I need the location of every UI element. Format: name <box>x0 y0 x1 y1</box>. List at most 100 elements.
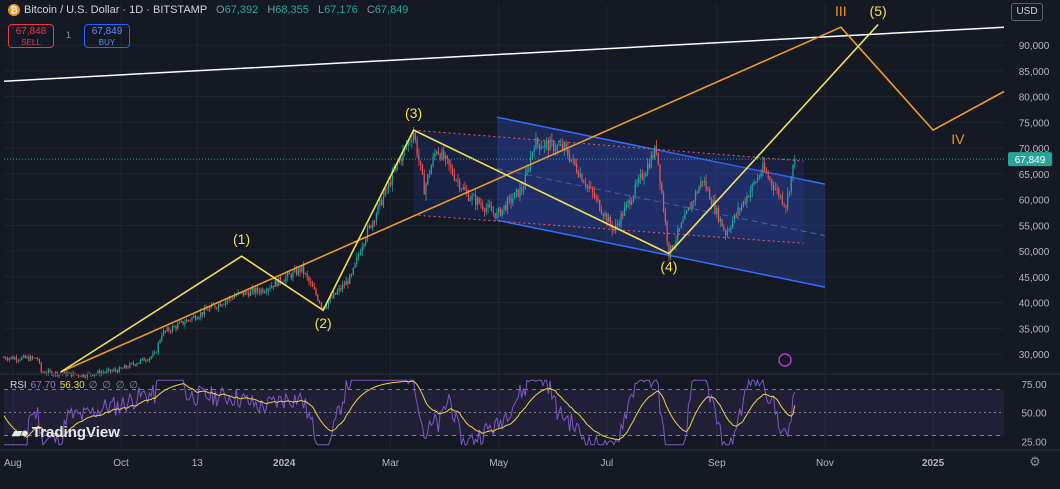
candle-body <box>288 272 291 275</box>
candle-body <box>203 308 205 315</box>
x-tick-label: 2024 <box>273 458 296 469</box>
candle-body <box>216 307 218 309</box>
lightning-icon <box>778 353 792 367</box>
candle-body <box>104 372 106 374</box>
candle-body <box>333 293 335 299</box>
candle-body <box>503 205 505 210</box>
candle-body <box>756 177 759 182</box>
candle-body <box>485 207 487 212</box>
candle-body <box>758 176 760 178</box>
candle-body <box>146 360 149 362</box>
candle-body <box>106 370 108 373</box>
candle-body <box>528 169 530 170</box>
candle-body <box>6 358 9 360</box>
buy-button[interactable]: 67,849 BUY <box>84 24 130 48</box>
candle-body <box>748 196 750 198</box>
channel-lower-line <box>496 219 826 288</box>
candle-body <box>178 321 181 324</box>
candle-body <box>592 187 594 193</box>
gear-icon[interactable]: ⚙ <box>1029 454 1041 469</box>
candle-body <box>418 154 420 161</box>
candle-body <box>83 374 85 377</box>
candle-body <box>409 141 411 143</box>
rsi-header: RSI 67.70 56.30 ∅ ∅ ∅ ∅ <box>10 380 139 391</box>
candle-body <box>792 164 794 177</box>
candle-body <box>568 155 571 162</box>
candle-body <box>187 319 190 321</box>
candle-body <box>33 357 35 359</box>
candle-body <box>297 268 299 275</box>
candle-body <box>200 312 202 318</box>
candle-body <box>35 357 37 359</box>
candle-body <box>14 357 16 360</box>
candle-body <box>785 205 787 208</box>
candle-body <box>689 207 691 210</box>
candle-body <box>533 149 535 152</box>
candle-body <box>38 359 41 364</box>
candle-body <box>430 165 432 175</box>
candle-body <box>590 187 592 189</box>
candle-body <box>116 370 119 373</box>
candle-body <box>457 179 459 181</box>
candle-body <box>434 153 436 157</box>
currency-button[interactable]: USD <box>1011 3 1043 21</box>
candle-body <box>480 203 482 205</box>
candle-body <box>771 179 773 186</box>
range-box-fill <box>413 130 804 244</box>
candle-body <box>542 147 544 148</box>
candle-body <box>441 150 443 160</box>
candle-body <box>396 162 399 165</box>
candle-body <box>301 265 303 273</box>
x-tick-label: Mar <box>382 458 400 469</box>
candle-body <box>781 195 783 204</box>
candle-body <box>581 173 583 182</box>
candle-body <box>735 214 737 216</box>
candle-body <box>778 188 780 197</box>
candle-body <box>728 229 730 231</box>
candle-body <box>661 183 663 194</box>
x-tick-label: 13 <box>192 458 204 469</box>
candle-body <box>193 315 195 318</box>
candle-body <box>122 368 124 370</box>
candle-body <box>177 323 179 329</box>
candle-body <box>475 195 477 205</box>
candle-body <box>597 197 599 201</box>
candle-body <box>733 214 736 221</box>
candle-body <box>400 159 402 161</box>
candle-body <box>109 369 112 372</box>
candle-body <box>228 297 230 300</box>
candle-body <box>600 210 603 214</box>
wave-label-7: IV <box>951 131 965 147</box>
candle-body <box>604 213 606 217</box>
rsi-ma-line <box>3 380 796 441</box>
candle-body <box>436 151 438 154</box>
candle-body <box>352 267 354 275</box>
x-tick-label: 2025 <box>922 458 945 469</box>
candle-body <box>159 340 161 343</box>
sell-button[interactable]: 67,848 SELL <box>8 24 54 48</box>
candle-body <box>643 176 645 180</box>
candle-body <box>3 357 5 359</box>
candle-body <box>467 193 470 201</box>
candle-body <box>639 173 642 178</box>
x-tick-label: Oct <box>113 458 129 469</box>
candle-body <box>343 284 346 286</box>
candle-body <box>625 203 627 207</box>
candle-body <box>262 289 264 293</box>
candle-body <box>145 360 147 362</box>
candle-body <box>260 289 262 293</box>
candle-body <box>29 356 32 361</box>
candle-body <box>460 189 463 190</box>
candle-body <box>47 370 49 374</box>
x-tick-label: Aug <box>4 458 22 469</box>
candle-body <box>322 306 324 309</box>
candle-body <box>469 199 471 201</box>
symbol-title: Bitcoin / U.S. Dollar · 1D · BITSTAMP <box>24 4 207 16</box>
candle-body <box>279 277 282 283</box>
candle-body <box>646 163 649 174</box>
candle-body <box>609 216 612 225</box>
candle-body <box>723 226 725 231</box>
candle-body <box>373 221 376 222</box>
